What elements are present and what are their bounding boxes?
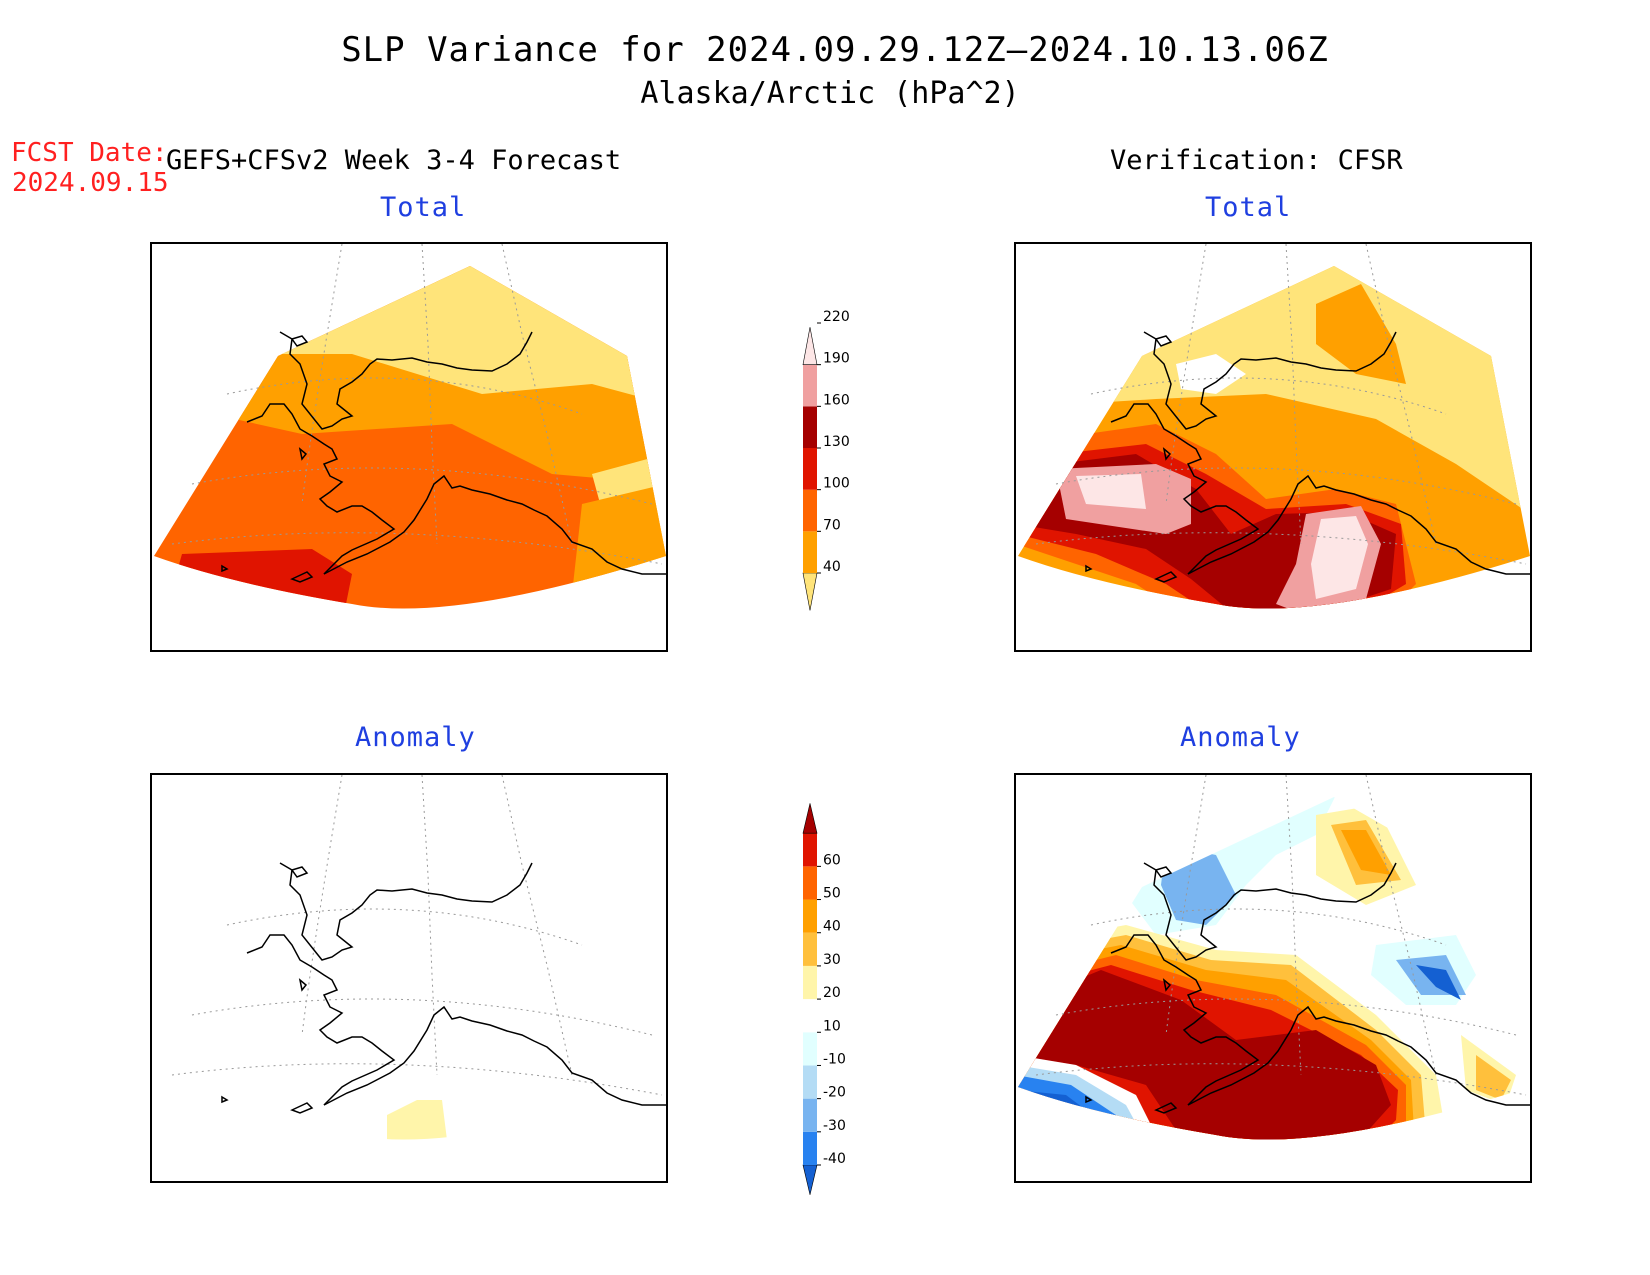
anomaly-colorbar-segment <box>803 833 817 867</box>
total-colorbar-label: 220 <box>823 309 850 325</box>
forecast-anomaly-title: Anomaly <box>355 722 476 753</box>
forecast-date-value: 2024.09.15 <box>12 168 169 198</box>
total-colorbar-label: 100 <box>823 476 850 492</box>
anomaly-colorbar-label: -20 <box>823 1085 846 1101</box>
anomaly-colorbar-label: 50 <box>823 886 841 902</box>
anomaly-colorbar-label: -30 <box>823 1118 846 1134</box>
forecast-total-title: Total <box>380 192 467 223</box>
total-colorbar: 40 70 100 130 160 190 220 <box>802 309 850 611</box>
verification-total-title: Total <box>1205 192 1292 223</box>
anomaly-colorbar-segment <box>803 1131 817 1165</box>
anomaly-colorbar-label: -40 <box>823 1151 846 1167</box>
anomaly-colorbar-label: 10 <box>823 1018 841 1034</box>
anomaly-colorbar-segment <box>803 1065 817 1099</box>
forecast-total-map <box>150 242 668 652</box>
total-colorbar-label: 160 <box>823 392 850 408</box>
verification-anomaly-map <box>1014 773 1532 1183</box>
total-colorbar-segment <box>803 448 817 490</box>
anomaly-colorbar-max-triangle <box>802 803 818 834</box>
total-colorbar-label: 70 <box>823 517 841 533</box>
map-subtitle: Alaska/Arctic (hPa^2) <box>640 76 1020 111</box>
total-colorbar-segment <box>803 364 817 407</box>
verification-total-map <box>1014 242 1532 652</box>
total-colorbar-segment <box>803 531 817 573</box>
anomaly-colorbar-label: 40 <box>823 919 841 935</box>
anomaly-colorbar-segment <box>803 965 817 1000</box>
total-colorbar-max-triangle <box>802 327 818 365</box>
anomaly-colorbar-segment <box>803 899 817 933</box>
anomaly-colorbar-label: 60 <box>823 852 841 868</box>
verification-anomaly-title: Anomaly <box>1180 722 1301 753</box>
forecast-anomaly-map <box>150 773 668 1183</box>
anomaly-colorbar-segment <box>803 999 817 1033</box>
forecast-heading: GEFS+CFSv2 Week 3-4 Forecast <box>166 145 622 176</box>
forecast-date-label: FCST Date: <box>11 138 168 168</box>
anomaly-colorbar-segment <box>803 1098 817 1132</box>
anomaly-colorbar: -40 -30 -20 -10 10 20 30 40 50 60 <box>802 803 846 1195</box>
anomaly-colorbar-segment <box>803 1032 817 1066</box>
anomaly-colorbar-segment <box>803 866 817 900</box>
total-colorbar-label: 130 <box>823 434 850 450</box>
anomaly-colorbar-segment <box>803 932 817 966</box>
anomaly-colorbar-label: 20 <box>823 985 841 1001</box>
total-colorbar-label: 40 <box>823 559 841 575</box>
verification-heading: Verification: CFSR <box>1110 145 1403 176</box>
total-colorbar-segment <box>803 489 817 532</box>
total-colorbar-label: 190 <box>823 351 850 367</box>
map-title: SLP Variance for 2024.09.29.12Z–2024.10.… <box>341 30 1329 70</box>
anomaly-colorbar-min-triangle <box>802 1164 818 1195</box>
total-colorbar-min-triangle <box>802 572 818 611</box>
anomaly-colorbar-label: 30 <box>823 952 841 968</box>
anomaly-colorbar-label: -10 <box>823 1051 846 1067</box>
total-colorbar-segment <box>803 406 817 448</box>
